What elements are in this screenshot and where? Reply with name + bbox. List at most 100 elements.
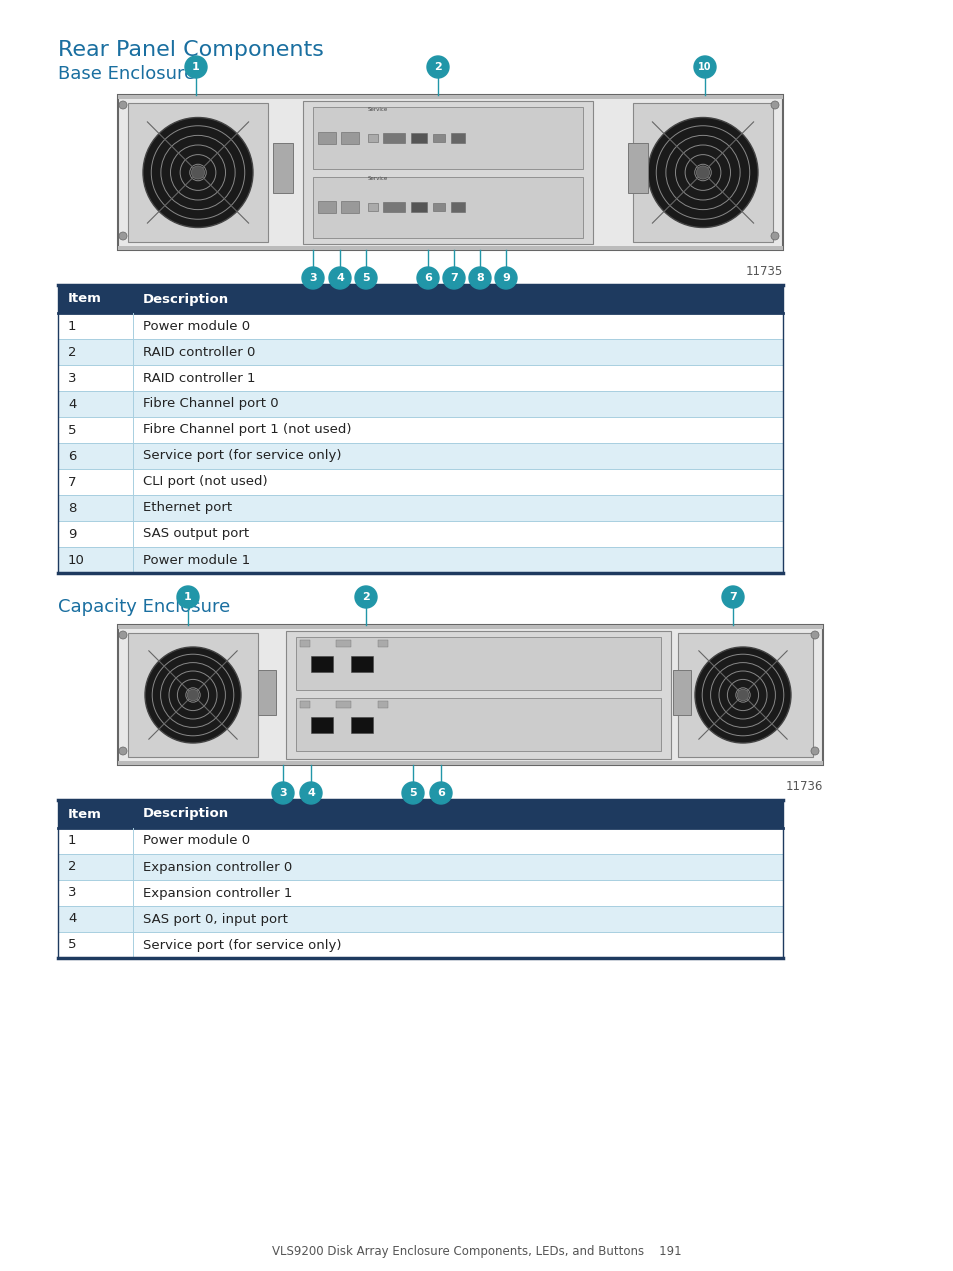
Text: Expansion controller 0: Expansion controller 0 [143, 860, 292, 873]
Circle shape [355, 586, 376, 608]
Bar [340, 132, 358, 144]
Text: SAS output port: SAS output port [143, 527, 249, 540]
Text: Description: Description [143, 292, 229, 305]
Circle shape [299, 782, 322, 805]
Bar [128, 103, 268, 241]
Text: Power module 1: Power module 1 [143, 553, 250, 567]
Bar [368, 133, 377, 142]
Bar [128, 633, 257, 758]
Circle shape [770, 233, 779, 240]
Text: Fibre Channel port 1 (not used): Fibre Channel port 1 (not used) [143, 423, 351, 436]
Text: 11735: 11735 [745, 264, 782, 278]
Text: Power module 0: Power module 0 [143, 835, 250, 848]
Bar [451, 202, 464, 212]
Circle shape [442, 267, 464, 289]
Bar [295, 637, 660, 690]
Text: 5: 5 [68, 423, 76, 436]
Text: 2: 2 [68, 346, 76, 358]
Text: 2: 2 [68, 860, 76, 873]
Bar [299, 702, 310, 708]
Text: 7: 7 [728, 592, 736, 602]
Bar [58, 494, 782, 521]
Circle shape [329, 267, 351, 289]
Text: Service: Service [368, 177, 388, 182]
Bar [377, 641, 388, 647]
Bar [58, 469, 782, 494]
Text: 1: 1 [68, 835, 76, 848]
Text: 7: 7 [450, 273, 457, 283]
Text: SAS port 0, input port: SAS port 0, input port [143, 913, 288, 925]
Bar [58, 880, 782, 906]
Circle shape [119, 747, 127, 755]
Bar [303, 100, 593, 244]
Text: 1: 1 [184, 592, 192, 602]
Bar [433, 133, 444, 142]
Text: 7: 7 [68, 475, 76, 488]
Circle shape [119, 630, 127, 639]
Circle shape [647, 117, 758, 228]
Bar [335, 641, 351, 647]
Bar [382, 202, 405, 212]
Circle shape [430, 782, 452, 805]
Bar [58, 799, 782, 827]
Circle shape [355, 267, 376, 289]
Text: CLI port (not used): CLI port (not used) [143, 475, 268, 488]
Bar [633, 103, 772, 241]
Text: Item: Item [68, 292, 102, 305]
Text: 10: 10 [68, 553, 85, 567]
Bar [58, 365, 782, 391]
Text: 2: 2 [434, 62, 441, 72]
Circle shape [721, 586, 743, 608]
Text: 2: 2 [362, 592, 370, 602]
Bar [335, 702, 351, 708]
Text: Item: Item [68, 807, 102, 821]
Text: 6: 6 [68, 450, 76, 463]
Bar [118, 625, 822, 765]
Bar [257, 670, 275, 716]
Bar [58, 547, 782, 573]
Text: VLS9200 Disk Array Enclosure Components, LEDs, and Buttons    191: VLS9200 Disk Array Enclosure Components,… [272, 1246, 681, 1258]
Circle shape [810, 630, 818, 639]
Text: 5: 5 [68, 938, 76, 952]
Bar [313, 177, 582, 238]
Bar [58, 417, 782, 444]
Text: 10: 10 [698, 62, 711, 72]
Circle shape [143, 117, 253, 228]
Circle shape [177, 586, 199, 608]
Circle shape [272, 782, 294, 805]
Bar [340, 201, 358, 214]
Circle shape [192, 167, 204, 179]
Circle shape [427, 56, 449, 78]
Bar [58, 906, 782, 932]
Circle shape [693, 56, 716, 78]
Bar [118, 761, 822, 765]
Bar [351, 656, 373, 671]
Circle shape [695, 647, 790, 744]
Circle shape [696, 167, 709, 179]
Bar [678, 633, 812, 758]
Circle shape [810, 747, 818, 755]
Text: Service port (for service only): Service port (for service only) [143, 450, 341, 463]
Bar [368, 203, 377, 211]
Text: Description: Description [143, 807, 229, 821]
Bar [433, 203, 444, 211]
Text: 8: 8 [68, 502, 76, 515]
Circle shape [737, 689, 748, 700]
Bar [295, 698, 660, 751]
Circle shape [469, 267, 491, 289]
Circle shape [495, 267, 517, 289]
Text: Service: Service [368, 107, 388, 112]
Text: Fibre Channel port 0: Fibre Channel port 0 [143, 398, 278, 411]
Bar [118, 95, 782, 250]
Text: 4: 4 [68, 398, 76, 411]
Text: RAID controller 0: RAID controller 0 [143, 346, 255, 358]
Bar [58, 313, 782, 339]
Bar [58, 827, 782, 854]
Bar [351, 717, 373, 732]
Circle shape [185, 56, 207, 78]
Circle shape [302, 267, 324, 289]
Text: 5: 5 [362, 273, 370, 283]
Text: 4: 4 [307, 788, 314, 798]
Circle shape [770, 100, 779, 109]
Bar [118, 247, 782, 250]
